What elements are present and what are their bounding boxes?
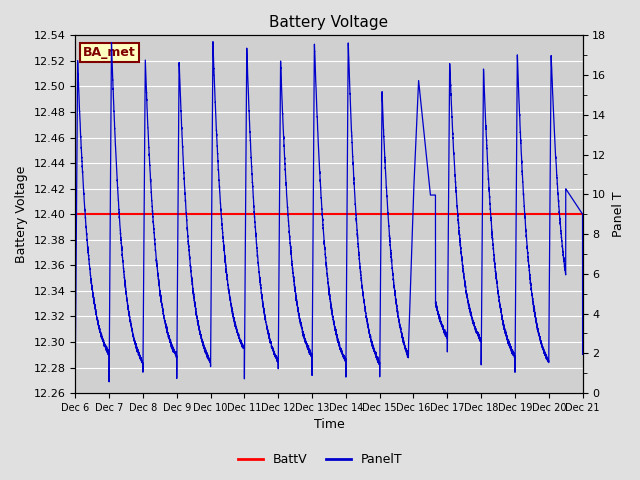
X-axis label: Time: Time xyxy=(314,419,344,432)
Y-axis label: Battery Voltage: Battery Voltage xyxy=(15,166,28,263)
Title: Battery Voltage: Battery Voltage xyxy=(269,15,388,30)
Y-axis label: Panel T: Panel T xyxy=(612,192,625,237)
Text: BA_met: BA_met xyxy=(83,46,136,59)
Legend: BattV, PanelT: BattV, PanelT xyxy=(232,448,408,471)
